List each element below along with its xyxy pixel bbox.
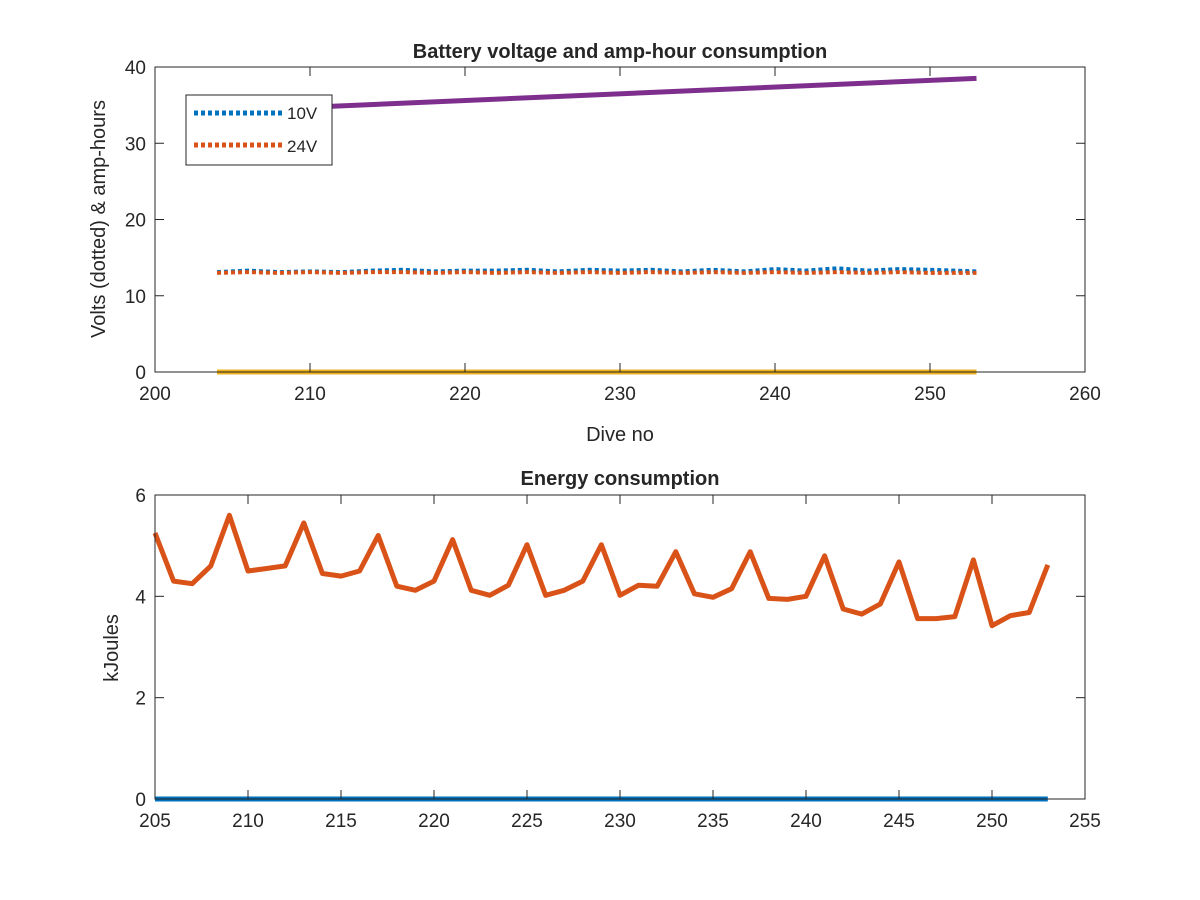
- x-tick-label: 230: [604, 811, 636, 832]
- x-tick-label: 250: [914, 384, 946, 405]
- y-tick-label: 2: [135, 689, 146, 710]
- y-tick-label: 4: [135, 587, 146, 608]
- axes-box: [154, 494, 1086, 800]
- x-tick-label: 210: [294, 384, 326, 405]
- x-tick-label: 220: [449, 384, 481, 405]
- x-tick-label: 200: [139, 384, 171, 405]
- series-line-24v: [216, 270, 977, 275]
- x-tick-label: 220: [418, 811, 450, 832]
- x-tick-label: 245: [883, 811, 915, 832]
- series-line-1: [152, 512, 1051, 629]
- y-axis-label: kJoules: [101, 614, 123, 682]
- axis-ticks: 200 210 220 230 240 250 260 0 10 20 30 40: [125, 58, 1101, 405]
- x-tick-label: 260: [1069, 384, 1101, 405]
- x-tick-label: 255: [1069, 811, 1101, 832]
- y-tick-label: 0: [135, 363, 146, 384]
- x-tick-label: 225: [511, 811, 543, 832]
- y-tick-label: 6: [135, 486, 146, 507]
- y-tick-label: 30: [125, 134, 146, 155]
- y-tick-label: 20: [125, 211, 146, 232]
- voltage-amphour-axes: Battery voltage and amp-hour consumption…: [88, 41, 1101, 446]
- x-axis-label: Dive no: [586, 424, 654, 446]
- axis-ticks: 205 210 215 220 225 230 235 240 245 250 255 0 2 4 6: [135, 486, 1100, 832]
- x-tick-label: 240: [759, 384, 791, 405]
- x-tick-label: 235: [697, 811, 729, 832]
- x-tick-label: 240: [790, 811, 822, 832]
- y-tick-label: 40: [125, 58, 146, 79]
- x-tick-label: 250: [976, 811, 1008, 832]
- legend-label-10v: 10V: [287, 104, 318, 123]
- x-tick-label: 230: [604, 384, 636, 405]
- legend: 10V 24V: [185, 94, 333, 166]
- series-line-10v: [216, 266, 977, 275]
- chart-title: Battery voltage and amp-hour consumption: [413, 41, 827, 63]
- chart-title: Energy consumption: [521, 468, 720, 490]
- x-tick-label: 210: [232, 811, 264, 832]
- y-axis-label: Volts (dotted) & amp-hours: [88, 100, 110, 338]
- axes-box: [154, 66, 1086, 373]
- y-tick-label: 0: [135, 790, 146, 811]
- energy-axes: Energy consumption kJoules 205 210 215 220 2…: [101, 468, 1101, 832]
- legend-label-24v: 24V: [287, 137, 318, 156]
- legend-box: [185, 94, 333, 166]
- series-group: [152, 512, 1051, 802]
- series-line-3: [216, 75, 977, 114]
- x-tick-label: 215: [325, 811, 357, 832]
- x-tick-label: 205: [139, 811, 171, 832]
- y-tick-label: 10: [125, 287, 146, 308]
